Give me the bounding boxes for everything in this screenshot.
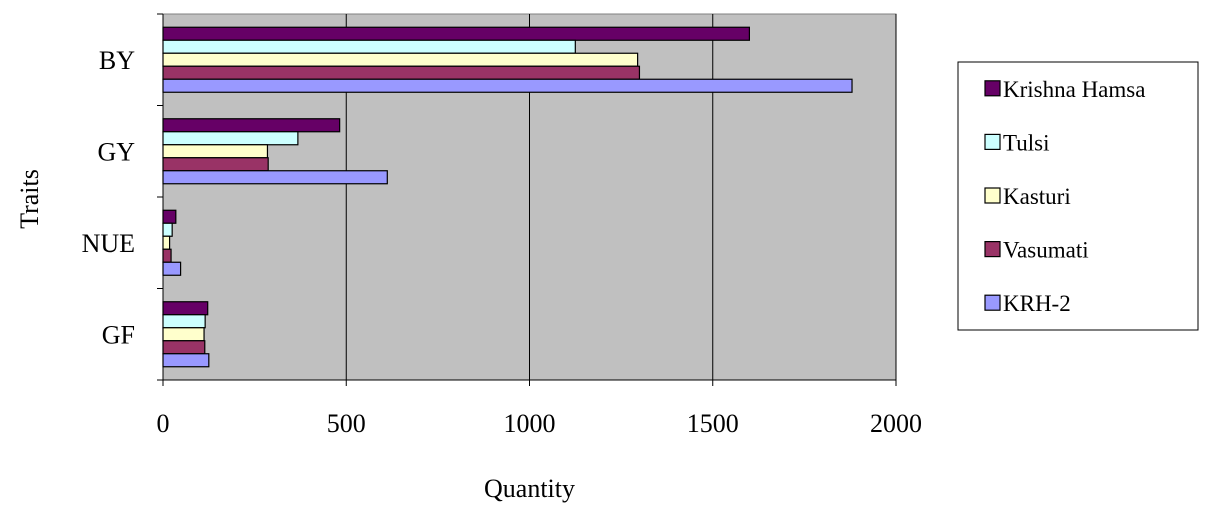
- y-tick-label: GY: [97, 137, 135, 166]
- bar-krishna-hamsa-gy: [162, 118, 341, 133]
- legend-swatch: [984, 133, 1001, 150]
- bar-vasumati-nue: [162, 248, 172, 263]
- axis-ticks: 0 500 1000 1500 2000 BY GY NUE GF: [82, 13, 922, 438]
- bar-kasturi-gf: [162, 327, 205, 342]
- bar-kasturi-nue: [162, 235, 171, 250]
- x-axis-label: Quantity: [484, 474, 575, 503]
- legend-label: Kasturi: [1003, 184, 1071, 209]
- bar-krh-2-gy: [162, 170, 388, 185]
- bar-krishna-hamsa-by: [162, 26, 751, 41]
- y-tick-label: BY: [99, 46, 135, 75]
- bar-vasumati-by: [162, 65, 641, 80]
- bar-vasumati-gy: [162, 157, 269, 172]
- bar-tulsi-gf: [162, 314, 206, 329]
- bar-kasturi-by: [162, 52, 639, 67]
- legend-label: KRH-2: [1003, 291, 1071, 316]
- bar-tulsi-by: [162, 39, 576, 54]
- legend-label: Tulsi: [1003, 130, 1049, 155]
- bars: [162, 26, 853, 368]
- legend-label: Vasumati: [1003, 238, 1089, 263]
- x-tick-label: 1500: [687, 409, 739, 438]
- legend-swatch: [984, 294, 1001, 311]
- x-tick-label: 500: [327, 409, 366, 438]
- y-tick-label: GF: [102, 320, 135, 349]
- bar-tulsi-nue: [162, 222, 173, 237]
- legend-swatch: [984, 80, 1001, 97]
- bar-krh-2-nue: [162, 261, 182, 276]
- bar-vasumati-gf: [162, 340, 206, 355]
- bar-krh-2-gf: [162, 353, 210, 368]
- bar-krishna-hamsa-nue: [162, 209, 177, 224]
- legend-label: Krishna Hamsa: [1003, 77, 1145, 102]
- y-axis-label: Traits: [15, 169, 44, 229]
- bar-krishna-hamsa-gf: [162, 301, 209, 316]
- legend-swatch: [984, 241, 1001, 258]
- y-tick-label: NUE: [82, 229, 135, 258]
- legend-swatch: [984, 187, 1001, 204]
- legend: Krishna Hamsa Tulsi Kasturi Vasumati KRH-2: [957, 61, 1199, 331]
- bar-krh-2-by: [162, 78, 853, 93]
- bar-kasturi-gy: [162, 144, 269, 159]
- x-tick-label: 2000: [870, 409, 922, 438]
- x-tick-label: 0: [157, 409, 170, 438]
- bar-tulsi-gy: [162, 131, 299, 146]
- x-tick-label: 1000: [504, 409, 556, 438]
